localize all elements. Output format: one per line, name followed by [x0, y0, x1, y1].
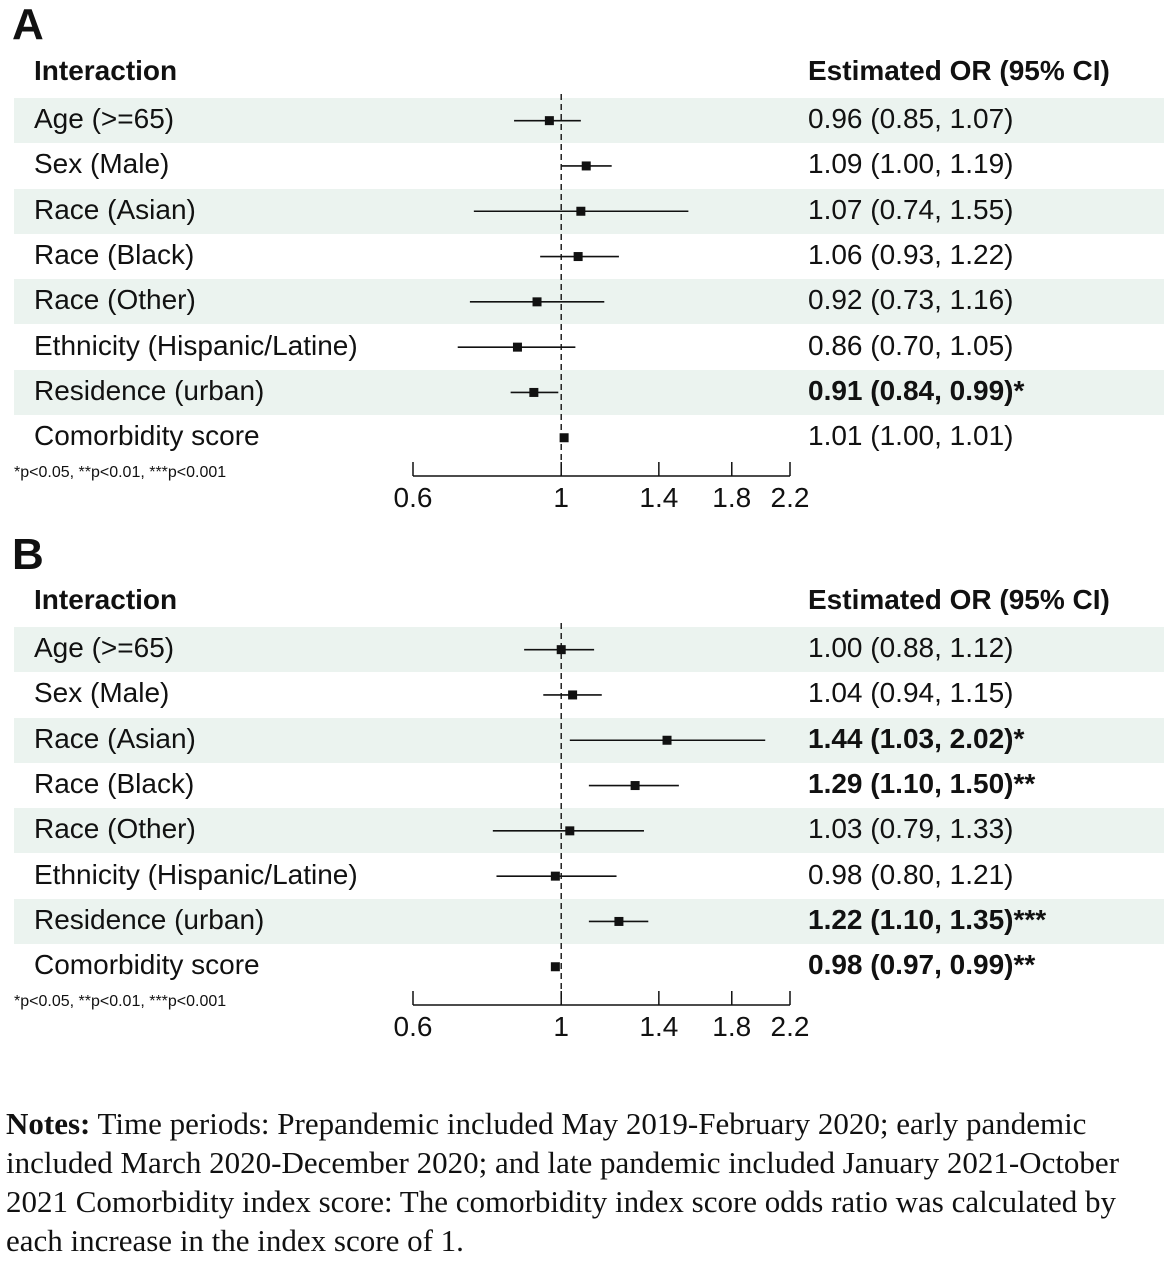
panel-b-point-estimate [550, 871, 560, 881]
panel-a-point-estimate [576, 206, 586, 216]
panel-a-row-label: Sex (Male) [34, 148, 170, 180]
panel-a-row-label: Race (Other) [34, 284, 196, 316]
panel-b-plot-svg: 0.6 1 1.4 1.8 2.2 [394, 623, 810, 1042]
panel-b-x-tick-label: 2.2 [771, 1011, 810, 1042]
panel-a-row-label: Ethnicity (Hispanic/Latine) [34, 329, 358, 361]
panel-b-row-estimate: 1.44 (1.03, 2.02)* [808, 722, 1025, 754]
panel-b-x-tick-label: 1 [553, 1011, 569, 1042]
panel-b-row-label: Race (Black) [34, 767, 195, 799]
notes-paragraph: Notes: Time periods: Prepandemic include… [6, 1104, 1166, 1260]
panel-b-row-label: Residence (urban) [34, 903, 265, 935]
panel-b-point-estimate [662, 735, 672, 745]
panel-b-row-estimate: 1.29 (1.10, 1.50)** [808, 767, 1036, 799]
panel-b-row-label: Age (>=65) [34, 632, 175, 663]
panel-a-letter: A [12, 0, 44, 49]
panel-b-row-estimate: 0.98 (0.80, 1.21) [808, 858, 1014, 890]
panel-a-x-tick-label: 1 [553, 482, 569, 513]
panel-a-row-label: Comorbidity score [34, 420, 260, 452]
panel-a-plot-svg: 0.6 1 1.4 1.8 2.2 [394, 94, 810, 513]
panel-a-row-band [14, 369, 1164, 415]
panel-b-letter: B [12, 530, 44, 579]
panel-a-x-tick-label: 0.6 [394, 482, 433, 513]
panel-a-row-band [14, 98, 1164, 143]
panel-b-row-label: Race (Other) [34, 813, 196, 845]
panel-a-x-tick-label: 1.4 [639, 482, 678, 513]
panel-a-row-estimate: 0.96 (0.85, 1.07) [808, 103, 1014, 134]
notes-label: Notes: [6, 1106, 91, 1141]
panel-a-row-label: Residence (urban) [34, 374, 265, 406]
panel-b-point-estimate [568, 690, 578, 700]
panel-a-point-estimate [581, 161, 591, 171]
panel-b-row-estimate: 0.98 (0.97, 0.99)** [808, 949, 1036, 981]
notes-text: Time periods: Prepandemic included May 2… [6, 1106, 1120, 1258]
panel-b-point-estimate [630, 781, 640, 791]
panel-b-point-estimate [550, 962, 560, 972]
panel-b-x-tick-label: 1.4 [639, 1011, 678, 1042]
panel-b-header-interaction: Interaction [34, 584, 178, 615]
panel-a-row-estimate: 1.09 (1.00, 1.19) [808, 148, 1014, 180]
panel-b-row-estimate: 1.22 (1.10, 1.35)*** [808, 903, 1047, 935]
panel-b-row-label: Sex (Male) [34, 677, 170, 709]
panel-a-row-estimate: 1.07 (0.74, 1.55) [808, 193, 1014, 225]
panel-a-point-estimate [529, 387, 539, 397]
panel-a-point-estimate [559, 433, 569, 443]
panel-b-header-estimate: Estimated OR (95% CI) [808, 584, 1110, 615]
panel-b-x-tick-label: 0.6 [394, 1011, 433, 1042]
panel-a-x-tick-label: 2.2 [771, 482, 810, 513]
panel-a-x-tick-label: 1.8 [712, 482, 751, 513]
panel-b-point-estimate [614, 916, 624, 926]
panel-a-row-label: Race (Asian) [34, 193, 196, 225]
panel-a-row-estimate: 0.91 (0.84, 0.99)* [808, 374, 1025, 406]
panel-a-point-estimate [544, 116, 554, 126]
panel-a-point-estimate [573, 252, 583, 262]
panel-b-row-label: Race (Asian) [34, 722, 196, 754]
panel-b-row-estimate: 1.03 (0.79, 1.33) [808, 813, 1014, 845]
panel-a-row-label: Race (Black) [34, 238, 195, 270]
panel-a-row-label: Age (>=65) [34, 103, 175, 134]
panel-b-row-label: Ethnicity (Hispanic/Latine) [34, 858, 358, 890]
panel-b-point-estimate [565, 826, 575, 836]
panel-b-row-estimate: 1.00 (0.88, 1.12) [808, 632, 1014, 663]
panel-b-row-label: Comorbidity score [34, 949, 260, 981]
panel-b-point-estimate [556, 645, 566, 655]
panel-b-footnote: *p<0.05, **p<0.01, ***p<0.001 [14, 993, 227, 1010]
panel-a-header-estimate: Estimated OR (95% CI) [808, 55, 1110, 86]
panel-a-point-estimate [532, 297, 542, 307]
panel-a-row-estimate: 0.92 (0.73, 1.16) [808, 284, 1014, 316]
panel-b-x-tick-label: 1.8 [712, 1011, 751, 1042]
panel-a-header-interaction: Interaction [34, 55, 178, 86]
panel-a-row-estimate: 0.86 (0.70, 1.05) [808, 329, 1014, 361]
panel-a-row-estimate: 1.06 (0.93, 1.22) [808, 238, 1014, 270]
panel-b-row-estimate: 1.04 (0.94, 1.15) [808, 677, 1014, 709]
panel-a-point-estimate [512, 342, 522, 352]
panel-a-footnote: *p<0.05, **p<0.01, ***p<0.001 [14, 464, 227, 481]
panel-a-row-estimate: 1.01 (1.00, 1.01) [808, 420, 1014, 452]
